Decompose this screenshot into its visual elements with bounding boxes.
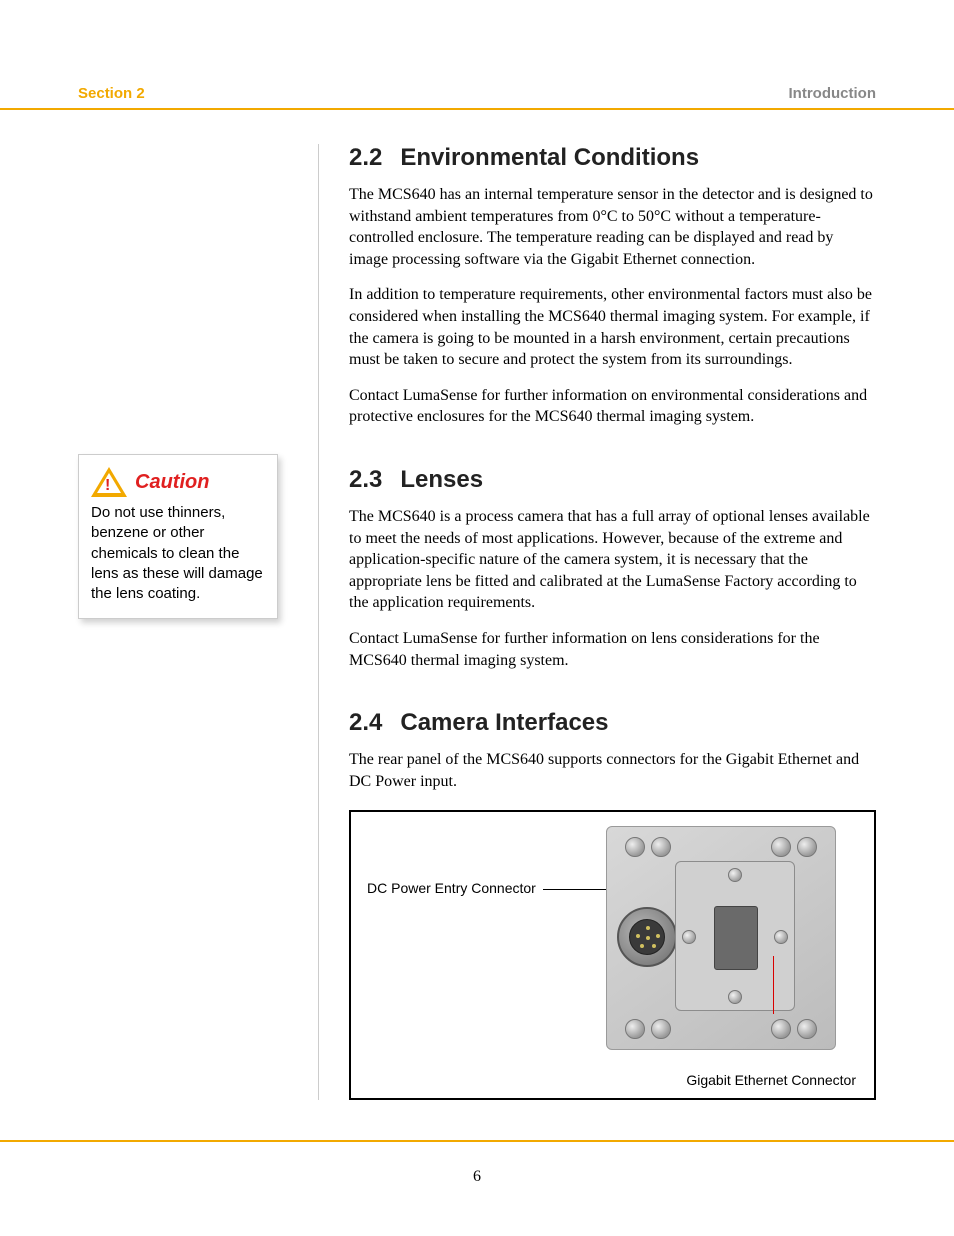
heading-title: Lenses — [400, 466, 483, 493]
para-2-4-1: The rear panel of the MCS640 supports co… — [349, 749, 876, 792]
figure-label-dc-power: DC Power Entry Connector — [367, 880, 536, 896]
caution-body: Do not use thinners, benzene or other ch… — [91, 503, 265, 604]
header-section-label: Section 2 — [78, 85, 145, 102]
plate-screw-icon — [774, 930, 788, 944]
panel-screw-icon — [797, 837, 817, 857]
header-rule — [0, 108, 954, 110]
ethernet-port-icon — [714, 906, 758, 970]
warning-triangle-icon: ! — [91, 467, 127, 497]
page: Section 2 Introduction ! Caution Do not … — [0, 0, 954, 1236]
plate-screw-icon — [728, 990, 742, 1004]
panel-screw-icon — [625, 1019, 645, 1039]
caution-callout: ! Caution Do not use thinners, benzene o… — [78, 454, 278, 619]
heading-number: 2.4 — [349, 709, 382, 737]
heading-title: Environmental Conditions — [400, 144, 699, 171]
panel-screw-icon — [651, 837, 671, 857]
dc-power-connector-icon — [617, 907, 677, 967]
plate-screw-icon — [682, 930, 696, 944]
para-2-2-1: The MCS640 has an internal temperature s… — [349, 184, 876, 270]
plate-screw-icon — [728, 868, 742, 882]
caution-word: Caution — [135, 469, 209, 496]
heading-number: 2.2 — [349, 144, 382, 172]
page-number: 6 — [78, 1168, 876, 1186]
caution-header: ! Caution — [91, 467, 265, 497]
rear-panel-figure: DC Power Entry Connector — [349, 810, 876, 1100]
figure-label-ethernet: Gigabit Ethernet Connector — [686, 1072, 856, 1088]
camera-rear-panel-illustration — [606, 826, 836, 1050]
panel-screw-icon — [797, 1019, 817, 1039]
footer-rule — [0, 1140, 954, 1142]
heading-2-2: 2.2 Environmental Conditions — [349, 144, 876, 172]
para-2-3-2: Contact LumaSense for further informatio… — [349, 628, 876, 671]
heading-2-3: 2.3 Lenses — [349, 466, 876, 494]
margin-column: ! Caution Do not use thinners, benzene o… — [78, 144, 318, 1100]
heading-number: 2.3 — [349, 466, 382, 494]
two-column-layout: ! Caution Do not use thinners, benzene o… — [78, 144, 876, 1100]
panel-screw-icon — [771, 1019, 791, 1039]
panel-screw-icon — [625, 837, 645, 857]
leader-line-ethernet — [773, 956, 774, 1014]
para-2-3-1: The MCS640 is a process camera that has … — [349, 506, 876, 614]
panel-screw-icon — [771, 837, 791, 857]
para-2-2-3: Contact LumaSense for further informatio… — [349, 385, 876, 428]
para-2-2-2: In addition to temperature requirements,… — [349, 284, 876, 370]
heading-2-4: 2.4 Camera Interfaces — [349, 709, 876, 737]
header-chapter-label: Introduction — [789, 85, 876, 102]
heading-title: Camera Interfaces — [400, 709, 608, 736]
panel-screw-icon — [651, 1019, 671, 1039]
ethernet-plate-icon — [675, 861, 795, 1011]
running-header: Section 2 Introduction — [78, 85, 876, 102]
content-column: 2.2 Environmental Conditions The MCS640 h… — [318, 144, 876, 1100]
